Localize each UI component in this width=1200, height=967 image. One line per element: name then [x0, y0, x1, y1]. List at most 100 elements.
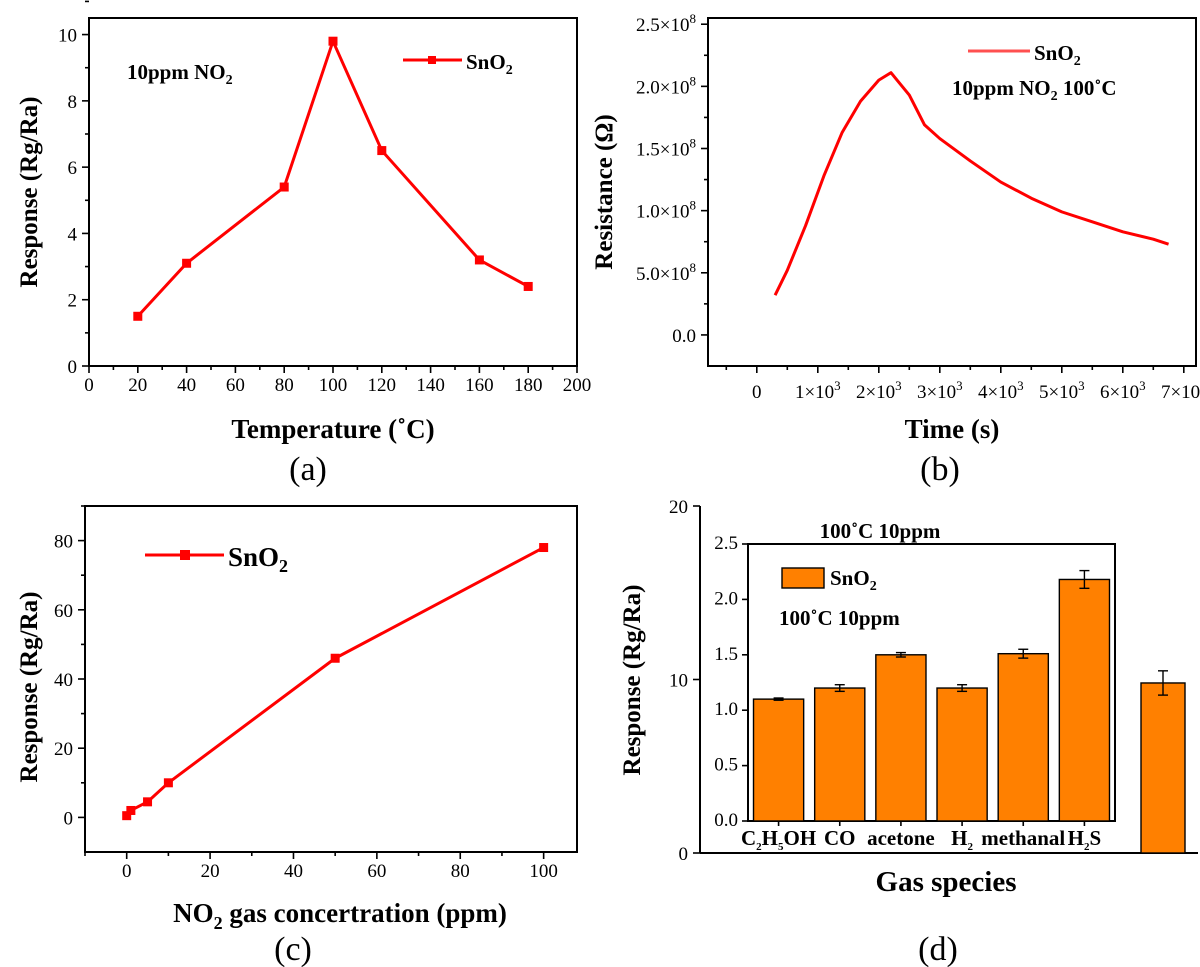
panel-c-y-tick-label: 80 — [54, 532, 73, 553]
panel-a-ticks: 0 20 40 60 80 100 120 140 160 180 200 0 2 4 6 8 10 — [58, 0, 591, 396]
panel-a-x-tick-label: 160 — [465, 375, 494, 396]
panel-a-x-tick-label: 120 — [368, 375, 397, 396]
panel-d-outer-bar-group — [1140, 670, 1186, 854]
panel-d-inset-y-tick-label: 1.5 — [714, 644, 738, 665]
panel-c-data-point — [163, 778, 173, 788]
panel-d-outer-y-tick-label: 0 — [679, 844, 689, 865]
panel-d-inset-y-tick-label: 0.0 — [714, 810, 738, 831]
panel-d-outer-y-tick-label: 10 — [669, 671, 688, 692]
panel-d-x-axis-label: Gas species — [876, 866, 1017, 898]
panel-d-bar — [936, 687, 988, 822]
panel-d-bar — [813, 687, 866, 822]
panel-d-bar — [752, 698, 805, 822]
panel-d-legend-label: SnO2 — [830, 566, 877, 594]
panel-d-inset-y-tick-label: 2.0 — [714, 588, 738, 609]
panel-c-data-point — [330, 653, 340, 663]
panel-b-ticks: 0 1×103 2×103 3×103 4×103 5×103 6×103 7×103 0.0 5… — [636, 11, 1200, 403]
panel-b-x-tick-label: 0 — [752, 382, 762, 403]
panel-b-x-tick-label: 1×103 — [795, 378, 841, 403]
panel-c-data-point — [126, 805, 136, 815]
panel-b-y-tick-label: 2.5×108 — [636, 11, 696, 36]
panel-a-markers — [133, 36, 533, 321]
panel-d-annotation: 100˚C 10ppm — [779, 606, 900, 630]
panel-b: 0 1×103 2×103 3×103 4×103 5×103 6×103 7×103 0.0 5… — [591, 11, 1200, 488]
panel-b-x-tick-label: 6×103 — [1100, 378, 1146, 403]
panel-a-data-point — [474, 255, 484, 265]
panel-a-data-point — [377, 146, 387, 156]
panel-c-x-tick-label: 60 — [367, 861, 386, 882]
panel-c-x-tick-label: 40 — [284, 861, 303, 882]
panel-a-y-tick-label: 4 — [68, 224, 78, 245]
panel-a-caption: (a) — [289, 451, 327, 488]
panel-c-y-tick-label: 0 — [64, 808, 74, 829]
panel-d-bar — [875, 654, 927, 822]
panel-c-y-tick-label: 40 — [54, 670, 73, 691]
panel-d-inset-bars — [752, 569, 1111, 822]
panel-d-outer-ticks: 0 10 20 — [669, 497, 700, 865]
panel-c-markers — [122, 543, 549, 821]
panel-c-plot-frame — [84, 505, 578, 853]
panel-a-x-tick-label: 80 — [275, 375, 294, 396]
panel-b-x-tick-label: 7×103 — [1161, 378, 1200, 403]
panel-a-x-tick-label: 20 — [128, 375, 147, 396]
panel-d-category-label: H2S — [1068, 826, 1102, 853]
panel-b-x-tick-label: 5×103 — [1039, 378, 1085, 403]
panel-d-bar — [997, 652, 1050, 822]
panel-a-data-point — [182, 258, 192, 268]
panel-d-inset-frame — [747, 543, 1116, 822]
panel-d-inset-y-tick-label: 2.5 — [714, 533, 738, 554]
panel-d-category-label: H2 — [951, 826, 973, 853]
panel-a-legend-label: SnO2 — [466, 50, 513, 78]
panel-c-x-tick-label: 100 — [529, 861, 558, 882]
panel-a: 0 20 40 60 80 100 120 140 160 180 200 0 2 4 6 8 10 10ppm… — [16, 0, 591, 488]
panel-b-caption: (b) — [920, 451, 960, 488]
panel-b-x-axis-label: Time (s) — [905, 414, 1000, 444]
panel-b-y-tick-label: 5.0×108 — [636, 260, 696, 285]
panel-a-x-axis-label: Temperature (˚C) — [231, 414, 434, 444]
panel-c-caption: (c) — [274, 931, 312, 967]
panel-c-data-point — [539, 543, 549, 553]
panel-c-legend-marker — [180, 550, 190, 560]
panel-d-outer-y-tick-label: 20 — [669, 497, 688, 518]
panel-b-y-tick-label: 0.0 — [672, 326, 696, 347]
panel-a-legend-marker — [428, 56, 436, 64]
panel-a-x-tick-label: 0 — [84, 375, 94, 396]
panel-b-x-tick-label: 4×103 — [978, 378, 1024, 403]
panel-a-x-tick-label: 40 — [177, 375, 196, 396]
panel-c-y-tick-label: 60 — [54, 601, 73, 622]
panel-b-y-tick-label: 1.0×108 — [636, 198, 696, 223]
panel-a-y-tick-label: 0 — [68, 357, 78, 378]
panel-a-x-tick-label: 60 — [226, 375, 245, 396]
panel-a-y-tick-label: 10 — [58, 26, 77, 47]
panel-a-x-tick-label: 180 — [514, 375, 543, 396]
panel-c-x-tick-label: 20 — [201, 861, 220, 882]
panel-a-y-tick-label: 2 — [68, 291, 78, 312]
panel-a-y-tick-label: 8 — [68, 92, 78, 113]
panel-d-inset-y-tick-label: 1.0 — [714, 699, 738, 720]
panel-c-x-tick-label: 0 — [122, 861, 132, 882]
panel-a-y-axis-label: Response (Rg/Ra) — [16, 97, 43, 288]
panel-d-category-label: acetone — [867, 826, 935, 850]
panel-d-category-label: methanal — [981, 826, 1065, 850]
panel-a-x-tick-label: 140 — [416, 375, 445, 396]
panel-d-category-label: C2H5OH — [741, 826, 816, 853]
panel-d-outer-bar — [1140, 682, 1186, 854]
panel-b-x-tick-label: 3×103 — [917, 378, 963, 403]
panel-a-data-point — [279, 182, 289, 192]
panel-a-plot-frame — [88, 17, 578, 367]
panel-b-x-tick-label: 2×103 — [856, 378, 902, 403]
panel-c-x-tick-label: 80 — [451, 861, 470, 882]
panel-c-series-line — [125, 546, 545, 817]
panel-a-annotation: 10ppm NO2 — [127, 60, 233, 88]
panel-d-category-label: CO — [824, 826, 856, 850]
panel-b-y-tick-label: 2.0×108 — [636, 73, 696, 98]
panel-a-data-point — [328, 36, 338, 46]
panel-d-y-axis-label: Response (Rg/Ra) — [619, 585, 646, 776]
panel-d-title: 100˚C 10ppm — [820, 519, 941, 543]
panel-d-caption: (d) — [918, 931, 958, 967]
panel-b-y-tick-label: 1.5×108 — [636, 136, 696, 161]
panel-b-series-line — [773, 71, 1170, 296]
panel-d: 0 10 20 100˚C 10ppm 0.0 0.5 1.0 1.5 2.0 2.5 C2H… — [619, 497, 1198, 967]
panel-b-plot-frame — [707, 17, 1197, 367]
panel-c-legend-label: SnO2 — [228, 542, 288, 576]
